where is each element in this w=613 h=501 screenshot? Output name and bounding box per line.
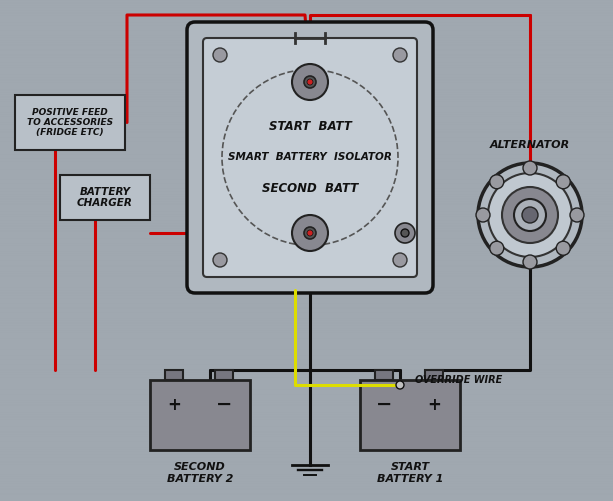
Circle shape: [307, 79, 313, 85]
Text: START
BATTERY 1: START BATTERY 1: [377, 462, 443, 483]
Circle shape: [393, 48, 407, 62]
FancyBboxPatch shape: [375, 370, 393, 380]
Circle shape: [478, 163, 582, 267]
Text: SMART  BATTERY  ISOLATOR: SMART BATTERY ISOLATOR: [228, 152, 392, 162]
FancyBboxPatch shape: [187, 22, 433, 293]
Text: −: −: [216, 395, 232, 414]
FancyBboxPatch shape: [203, 38, 417, 277]
Circle shape: [292, 215, 328, 251]
Circle shape: [307, 230, 313, 236]
Circle shape: [502, 187, 558, 243]
Circle shape: [570, 208, 584, 222]
Circle shape: [556, 241, 570, 255]
FancyBboxPatch shape: [425, 370, 443, 380]
Circle shape: [556, 175, 570, 189]
Circle shape: [292, 64, 328, 100]
Circle shape: [396, 381, 404, 389]
Text: ALTERNATOR: ALTERNATOR: [490, 140, 570, 150]
Circle shape: [213, 48, 227, 62]
Text: −: −: [376, 395, 392, 414]
Circle shape: [476, 208, 490, 222]
FancyBboxPatch shape: [165, 370, 183, 380]
Text: +: +: [427, 395, 441, 413]
Text: SECOND  BATT: SECOND BATT: [262, 181, 358, 194]
Circle shape: [490, 175, 504, 189]
Circle shape: [523, 161, 537, 175]
FancyBboxPatch shape: [150, 380, 250, 450]
Circle shape: [304, 76, 316, 88]
Circle shape: [522, 207, 538, 223]
Text: OVERRIDE WIRE: OVERRIDE WIRE: [415, 375, 502, 385]
Circle shape: [401, 229, 409, 237]
Circle shape: [395, 223, 415, 243]
Circle shape: [523, 255, 537, 269]
FancyBboxPatch shape: [60, 175, 150, 220]
FancyBboxPatch shape: [360, 380, 460, 450]
Text: +: +: [167, 395, 181, 413]
Circle shape: [213, 253, 227, 267]
Text: START  BATT: START BATT: [268, 120, 351, 133]
FancyBboxPatch shape: [15, 95, 125, 150]
Text: POSITIVE FEED
TO ACCESSORIES
(FRIDGE ETC): POSITIVE FEED TO ACCESSORIES (FRIDGE ETC…: [27, 108, 113, 137]
Text: BATTERY
CHARGER: BATTERY CHARGER: [77, 187, 133, 208]
Circle shape: [514, 199, 546, 231]
Circle shape: [490, 241, 504, 255]
Circle shape: [393, 253, 407, 267]
Circle shape: [304, 227, 316, 239]
FancyBboxPatch shape: [215, 370, 233, 380]
Circle shape: [488, 173, 572, 257]
Text: SECOND
BATTERY 2: SECOND BATTERY 2: [167, 462, 233, 483]
